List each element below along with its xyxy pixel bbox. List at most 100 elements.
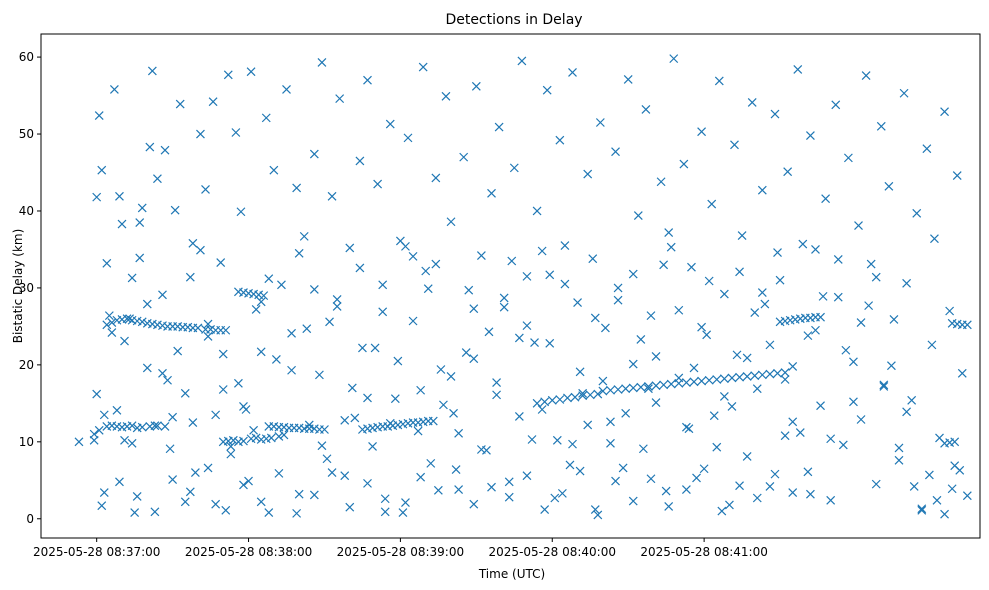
- detection-marker: [332, 301, 342, 311]
- detection-marker: [618, 463, 628, 473]
- detection-marker: [737, 231, 747, 241]
- detection-marker: [203, 319, 213, 329]
- detection-marker: [560, 279, 570, 289]
- detection-marker: [158, 290, 167, 300]
- detection-marker: [355, 263, 365, 273]
- detection-marker: [168, 412, 178, 422]
- detection-marker: [907, 395, 917, 405]
- detection-marker: [120, 336, 129, 346]
- y-axis-label: Bistatic Delay (km): [11, 229, 25, 344]
- detection-marker: [628, 269, 638, 279]
- detection-marker: [401, 498, 410, 508]
- detection-marker: [884, 181, 894, 191]
- detection-marker: [231, 128, 241, 137]
- detection-marker: [89, 429, 99, 439]
- detection-marker: [590, 505, 600, 514]
- detection-marker: [522, 271, 532, 281]
- detection-marker: [623, 74, 633, 84]
- detection-marker: [646, 311, 656, 321]
- detection-marker: [461, 348, 471, 357]
- detection-marker: [664, 502, 674, 511]
- detection-marker: [816, 401, 825, 411]
- detection-marker: [398, 508, 408, 518]
- detection-marker: [818, 291, 828, 301]
- detection-marker: [239, 436, 248, 446]
- detection-marker: [446, 371, 456, 381]
- detection-marker: [583, 169, 593, 179]
- detection-marker: [651, 381, 661, 391]
- detection-marker: [598, 386, 608, 396]
- detection-marker: [811, 325, 820, 335]
- detection-marker: [287, 328, 296, 338]
- detection-marker: [188, 238, 198, 248]
- detection-marker: [644, 384, 653, 394]
- detection-marker: [712, 375, 722, 384]
- detection-marker: [742, 353, 752, 363]
- detection-marker: [236, 207, 246, 217]
- detection-marker: [674, 373, 684, 383]
- detection-marker: [930, 234, 939, 244]
- detection-marker: [216, 258, 226, 267]
- detection-marker: [99, 488, 109, 498]
- detection-marker: [924, 470, 934, 480]
- detection-marker: [917, 505, 927, 515]
- detection-marker: [593, 389, 603, 399]
- detection-marker: [218, 385, 228, 394]
- detection-marker: [153, 174, 162, 184]
- detection-marker: [504, 477, 514, 487]
- detection-marker: [451, 465, 461, 474]
- detection-marker: [314, 370, 324, 380]
- detection-marker: [385, 119, 395, 129]
- detection-marker: [861, 71, 871, 80]
- detection-marker: [332, 295, 342, 304]
- detection-marker: [292, 508, 302, 518]
- detection-marker: [193, 323, 203, 333]
- detection-marker: [292, 183, 302, 193]
- detection-marker: [527, 435, 537, 444]
- detection-marker: [421, 266, 431, 276]
- detection-marker: [795, 428, 805, 438]
- detection-marker: [492, 390, 502, 400]
- data-points: [74, 54, 972, 520]
- detection-marker: [135, 218, 145, 227]
- detection-marker: [773, 368, 782, 378]
- detection-marker: [145, 142, 155, 152]
- detection-marker: [264, 508, 274, 518]
- detection-marker: [104, 311, 114, 321]
- detection-marker: [244, 476, 253, 486]
- detection-marker: [866, 259, 876, 269]
- detection-marker: [849, 357, 858, 367]
- detection-marker: [641, 104, 651, 114]
- detection-marker: [945, 306, 955, 316]
- detection-marker: [416, 472, 426, 482]
- detection-marker: [487, 188, 496, 198]
- detection-marker: [912, 208, 922, 218]
- detection-marker: [735, 267, 744, 277]
- detection-marker: [843, 153, 853, 163]
- detection-marker: [380, 494, 390, 504]
- y-tick-label: 60: [19, 50, 34, 64]
- detection-marker: [459, 152, 469, 162]
- detection-marker: [476, 251, 486, 261]
- detection-marker: [320, 425, 329, 434]
- detection-marker: [788, 488, 798, 498]
- detection-marker: [137, 203, 147, 213]
- detection-marker: [282, 84, 291, 94]
- detection-marker: [684, 424, 694, 434]
- detection-marker: [871, 272, 881, 282]
- detection-marker: [464, 285, 474, 295]
- detection-marker: [418, 62, 428, 72]
- detection-marker: [545, 338, 555, 348]
- detection-marker: [221, 505, 231, 515]
- detection-marker: [208, 97, 218, 107]
- detection-marker: [750, 308, 760, 317]
- y-tick-label: 40: [19, 204, 34, 218]
- detection-marker: [803, 467, 813, 477]
- detection-marker: [190, 468, 200, 478]
- detection-marker: [633, 211, 643, 221]
- detection-marker: [514, 333, 524, 343]
- detection-marker: [598, 376, 608, 386]
- detection-marker: [277, 280, 286, 290]
- detection-marker: [621, 408, 631, 418]
- detection-marker: [150, 507, 160, 517]
